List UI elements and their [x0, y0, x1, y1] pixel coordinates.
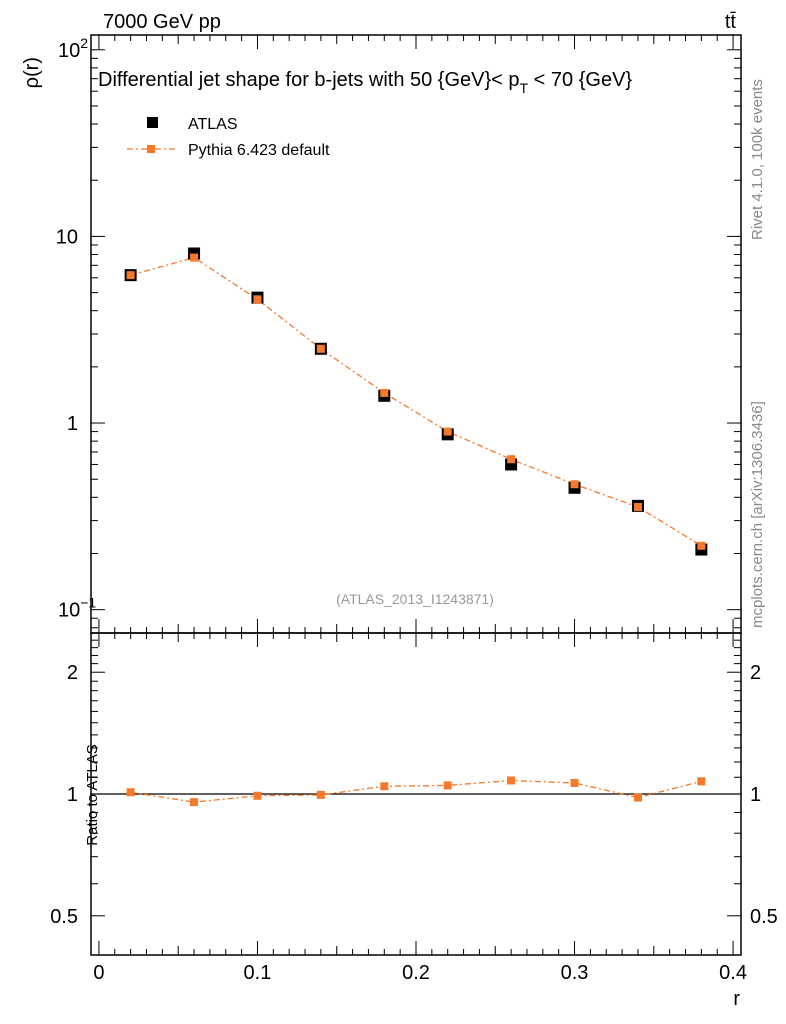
pythia-line — [130, 256, 702, 547]
x-tick-label: 0.4 — [719, 962, 747, 984]
chart-title-end: < 70 {GeV} — [528, 69, 632, 91]
analysis-watermark: (ATLAS_2013_I1243871) — [336, 591, 494, 607]
main-y-tick-label: 1 — [67, 413, 78, 435]
x-tick-label: 0.2 — [402, 962, 430, 984]
ratio-point — [633, 793, 642, 802]
main-y-tick-label-base: 10 — [58, 40, 80, 62]
ratio-point — [570, 778, 579, 787]
main-y-axis-label: ρ(r) — [21, 57, 43, 88]
main-y-tick-label: 10−1 — [58, 595, 96, 622]
ratio-y-tick-label-right: 2 — [750, 662, 761, 684]
ratio-y-tick-label-left: 2 — [67, 662, 78, 684]
legend-atlas-marker — [147, 117, 158, 128]
ratio-point — [507, 776, 516, 785]
chart-title-subscript: T — [520, 80, 529, 96]
x-tick-label: 0 — [93, 962, 104, 984]
ratio-point — [316, 790, 325, 799]
pythia-point — [380, 388, 389, 397]
chart-title: Differential jet shape for b-jets with 5… — [98, 69, 632, 96]
pythia-point — [253, 295, 262, 304]
pythia-point — [697, 541, 706, 550]
pythia-point — [190, 253, 199, 262]
pythia-point — [443, 427, 452, 436]
ratio-point — [190, 798, 199, 807]
legend-pythia-label: Pythia 6.423 default — [188, 142, 330, 159]
side-mcplots-label: mcplots.cern.ch [arXiv:1306.3436] — [749, 401, 766, 628]
ratio-point — [253, 791, 262, 800]
main-series-group — [124, 247, 708, 556]
pythia-point — [316, 344, 325, 353]
pythia-point — [633, 502, 642, 511]
ratio-point — [126, 788, 135, 797]
ratio-y-axis-label: Ratio to ATLAS — [84, 744, 101, 845]
legend: ATLAS Pythia 6.423 default — [127, 116, 330, 159]
ratio-series-group — [126, 776, 706, 807]
ratio-y-tick-label-right: 0.5 — [750, 906, 778, 928]
main-y-tick-label: 10 — [56, 226, 78, 248]
chart-title-main: Differential jet shape for b-jets with 5… — [98, 69, 520, 91]
legend-pythia-marker — [147, 145, 155, 153]
legend-atlas-label: ATLAS — [188, 116, 238, 133]
x-tick-label: 0.3 — [561, 962, 589, 984]
main-y-tick-label: 102 — [58, 35, 88, 62]
ratio-point — [380, 782, 389, 791]
side-rivet-label: Rivet 4.1.0, 100k events — [749, 79, 766, 240]
x-tick-label: 0.1 — [244, 962, 272, 984]
main-y-tick-label-exponent: 2 — [80, 35, 88, 51]
main-y-tick-label-base: 10 — [58, 600, 80, 622]
x-axis-label: r — [733, 988, 740, 1010]
main-y-tick-label-exponent: −1 — [80, 595, 96, 611]
header-energy: 7000 GeV pp — [103, 11, 221, 33]
pythia-point — [570, 480, 579, 489]
ratio-y-tick-label-left: 0.5 — [50, 906, 78, 928]
ratio-line — [130, 779, 702, 803]
ratio-axis-ticks: 0.5 0.5 1 1 2 2 0 0.1 0.2 0.3 0.4 — [50, 633, 778, 984]
ratio-y-tick-label-right: 1 — [750, 784, 761, 806]
header-process: tt̄ — [725, 11, 737, 33]
pythia-point — [507, 455, 516, 464]
ratio-point — [443, 781, 452, 790]
ratio-y-tick-label-left: 1 — [67, 784, 78, 806]
ratio-point — [697, 777, 706, 786]
pythia-point — [126, 271, 135, 280]
